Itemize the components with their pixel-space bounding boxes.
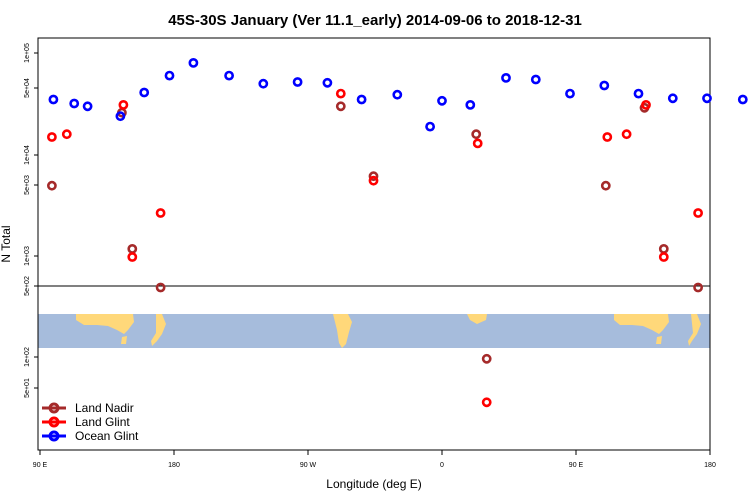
- south-america-landmass: [333, 314, 352, 348]
- y-tick-label: 5e+01: [24, 378, 31, 398]
- tasmania-landmass-repeat: [656, 336, 662, 344]
- point-ocean-glint: [139, 87, 150, 98]
- point-land-nadir: [47, 180, 57, 191]
- point-land-glint: [61, 129, 72, 140]
- point-ocean-glint: [115, 111, 126, 122]
- x-tick-label: 90 E: [33, 462, 48, 469]
- new-zealand-landmass-repeat: [688, 314, 701, 346]
- point-land-glint: [118, 100, 129, 110]
- point-land-nadir: [335, 101, 346, 112]
- point-land-glint: [472, 138, 483, 149]
- y-tick-label: 1e+03: [24, 246, 31, 266]
- x-tick-label: 0: [440, 462, 444, 469]
- x-tick-label: 90 E: [569, 462, 584, 469]
- point-ocean-glint: [356, 94, 367, 105]
- y-tick-label: 5e+02: [24, 276, 31, 296]
- point-land-glint: [658, 252, 669, 262]
- point-ocean-glint: [633, 88, 644, 99]
- legend-label-land-glint: Land Glint: [75, 415, 130, 429]
- point-land-glint: [641, 100, 651, 110]
- x-tick-label: 90 W: [300, 462, 317, 469]
- point-land-nadir: [658, 243, 669, 254]
- point-land-nadir: [481, 353, 492, 364]
- y-tick-label: 1e+05: [24, 43, 31, 63]
- point-ocean-glint: [69, 98, 80, 109]
- x-tick-label: 180: [168, 462, 180, 469]
- point-ocean-glint: [737, 94, 748, 105]
- tasmania-landmass: [121, 336, 127, 344]
- point-ocean-glint: [292, 77, 303, 87]
- point-ocean-glint: [530, 74, 541, 85]
- y-axis-label: N Total: [0, 225, 13, 262]
- point-ocean-glint: [565, 88, 575, 99]
- point-land-nadir: [471, 129, 482, 140]
- africa-landmass: [467, 314, 487, 324]
- point-ocean-glint: [258, 78, 269, 89]
- point-ocean-glint: [437, 95, 447, 106]
- point-land-nadir: [368, 171, 379, 182]
- legend-marker-land-nadir: [48, 402, 60, 414]
- point-land-nadir: [693, 282, 703, 293]
- point-ocean-glint: [702, 93, 712, 104]
- point-land-glint: [155, 208, 166, 218]
- point-land-glint: [602, 132, 613, 142]
- point-ocean-glint: [465, 100, 476, 110]
- legend: Land Nadir Land Glint Ocean Glint: [42, 401, 139, 443]
- x-axis: 90 E 180 90 W 0 90 E 180 Longitude (deg …: [33, 450, 716, 491]
- point-land-glint: [693, 208, 703, 218]
- point-land-glint: [368, 175, 379, 186]
- point-ocean-glint: [82, 101, 93, 112]
- world-map-strip: [38, 314, 710, 348]
- point-ocean-glint: [667, 93, 678, 104]
- point-land-glint: [127, 252, 138, 262]
- point-land-glint: [481, 397, 492, 408]
- point-ocean-glint: [392, 89, 403, 100]
- point-ocean-glint: [164, 70, 175, 81]
- point-land-nadir: [127, 243, 138, 254]
- point-ocean-glint: [224, 70, 234, 81]
- y-tick-label: 1e+04: [24, 145, 31, 165]
- y-tick-mark-group: [34, 52, 38, 389]
- point-land-glint: [335, 88, 346, 99]
- x-tick-label: 180: [704, 462, 716, 469]
- point-ocean-glint: [599, 80, 610, 91]
- y-tick-label: 5e+04: [24, 78, 31, 98]
- new-zealand-landmass: [151, 314, 166, 346]
- australia-landmass: [76, 314, 134, 334]
- ocean-band: [38, 314, 710, 348]
- australia-landmass-repeat: [614, 314, 669, 334]
- y-tick-label: 5e+03: [24, 175, 31, 195]
- plot-frame: [37, 37, 711, 451]
- data-points: [47, 58, 748, 408]
- point-land-nadir: [600, 180, 611, 191]
- legend-marker-land-glint: [48, 416, 60, 428]
- legend-label-ocean-glint: Ocean Glint: [75, 429, 139, 443]
- legend-label-land-nadir: Land Nadir: [75, 401, 134, 415]
- point-land-nadir: [155, 282, 166, 293]
- point-ocean-glint: [425, 121, 435, 132]
- y-tick-label: 1e+02: [24, 347, 31, 367]
- point-land-glint: [621, 129, 632, 140]
- point-ocean-glint: [501, 73, 511, 83]
- point-land-glint: [47, 132, 57, 142]
- x-axis-label: Longitude (deg E): [326, 477, 421, 491]
- point-ocean-glint: [322, 77, 333, 88]
- y-axis: 1e+05 5e+04 1e+04 5e+03 1e+03 5e+02 1e+0…: [0, 43, 38, 398]
- chart-title: 45S-30S January (Ver 11.1_early) 2014-09…: [168, 12, 582, 29]
- point-ocean-glint: [48, 94, 59, 105]
- point-ocean-glint: [188, 58, 199, 68]
- x-tick-mark-group: [39, 450, 711, 455]
- legend-marker-ocean-glint: [48, 430, 60, 442]
